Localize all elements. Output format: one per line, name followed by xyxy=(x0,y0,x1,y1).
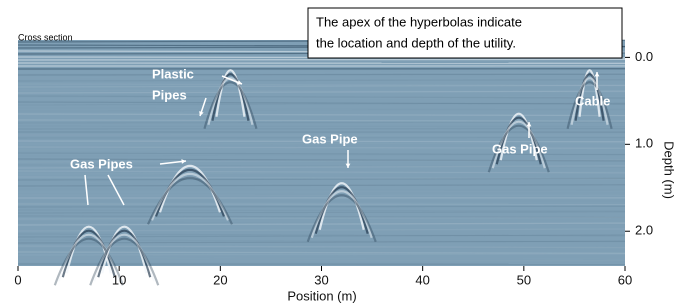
y-tick-label: 2.0 xyxy=(635,223,653,238)
reflection-band xyxy=(18,206,625,207)
annotation: Gas Pipe xyxy=(302,131,358,146)
note-line: the location and depth of the utility. xyxy=(316,35,516,50)
annotation: Gas Pipe xyxy=(492,141,548,156)
x-tick-label: 30 xyxy=(314,272,328,287)
reflection-band xyxy=(18,191,625,192)
x-tick-label: 10 xyxy=(112,272,126,287)
figure: The apex of the hyperbolas indicate the … xyxy=(0,0,688,304)
reflection-band xyxy=(18,72,625,73)
reflection-band xyxy=(18,74,625,75)
x-tick-label: 0 xyxy=(14,272,21,287)
x-tick-label: 60 xyxy=(618,272,632,287)
x-tick-label: 40 xyxy=(415,272,429,287)
annotation: Plastic xyxy=(152,66,194,81)
annotation: Cable xyxy=(575,93,610,108)
annotation: Gas Pipes xyxy=(70,156,133,171)
note-line: The apex of the hyperbolas indicate xyxy=(316,14,522,29)
x-tick-label: 50 xyxy=(517,272,531,287)
x-tick-label: 20 xyxy=(213,272,227,287)
reflection-band xyxy=(18,59,625,60)
annotation: Pipes xyxy=(152,87,187,102)
y-tick-label: 1.0 xyxy=(635,136,653,151)
y-tick-label: 0.0 xyxy=(635,49,653,64)
reflection-band xyxy=(18,126,625,127)
subtitle: Cross section xyxy=(18,32,73,42)
x-axis-label: Position (m) xyxy=(287,288,356,303)
y-axis-label: Depth (m) xyxy=(662,141,677,199)
